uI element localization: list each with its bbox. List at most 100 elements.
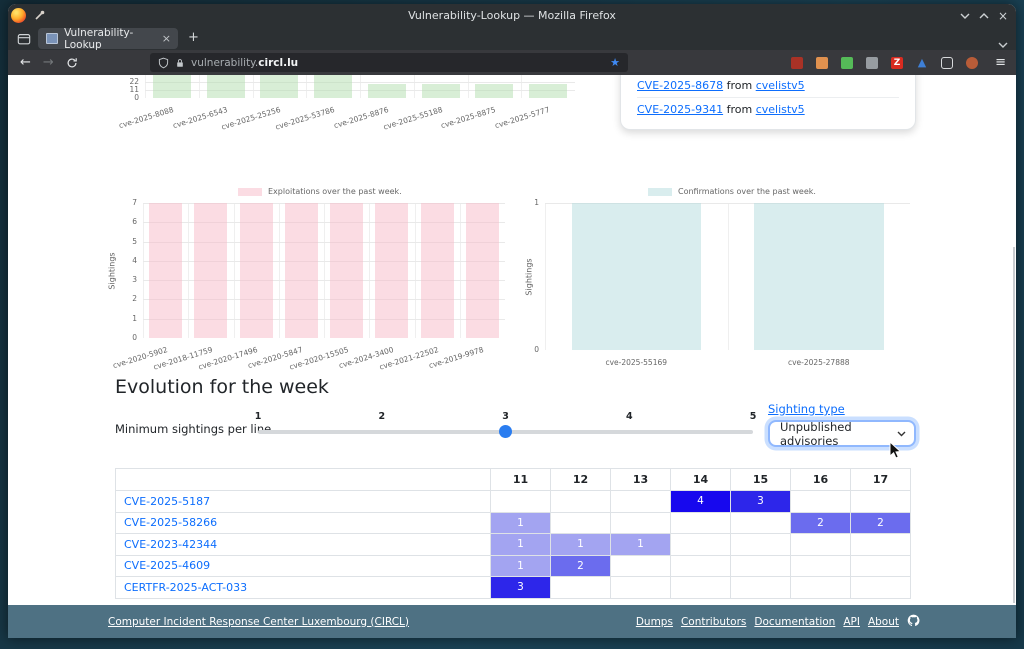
vulnerability-link[interactable]: CERTFR-2025-ACT-033 bbox=[124, 580, 248, 594]
extensions-puzzle-icon[interactable] bbox=[941, 56, 953, 69]
cve-link[interactable]: CVE-2025-8678 bbox=[637, 79, 724, 92]
tab-close-icon[interactable]: × bbox=[161, 32, 171, 45]
github-icon[interactable] bbox=[907, 612, 920, 631]
list-all-tabs-icon[interactable] bbox=[998, 34, 1008, 53]
sighting-count-cell bbox=[670, 576, 731, 599]
reload-icon[interactable] bbox=[66, 57, 78, 69]
forward-icon[interactable]: → bbox=[42, 55, 54, 70]
chevron-down-icon bbox=[897, 431, 906, 437]
tab-bar: Vulnerability-Lookup × + bbox=[8, 27, 1016, 53]
vulnerability-link[interactable]: CVE-2025-58266 bbox=[124, 516, 218, 530]
vulnerability-link[interactable]: CVE-2023-42344 bbox=[124, 537, 218, 551]
gridline bbox=[324, 203, 325, 338]
cve-link[interactable]: CVE-2025-9341 bbox=[637, 103, 724, 116]
gridline bbox=[521, 75, 523, 98]
vulnerability-link[interactable]: CVE-2025-5187 bbox=[124, 494, 211, 508]
menu-icon[interactable]: ≡ bbox=[995, 55, 1006, 70]
sighting-type-value: Unpublished advisories bbox=[780, 419, 852, 448]
back-icon[interactable]: ← bbox=[20, 55, 31, 70]
sighting-count-cell: 3 bbox=[730, 490, 791, 513]
row-label-cell: CVE-2025-4609 bbox=[115, 554, 491, 577]
connector-text: from bbox=[723, 103, 756, 116]
sighting-count-cell bbox=[670, 533, 731, 556]
confirmations-legend-label: Confirmations over the past week. bbox=[678, 187, 816, 196]
exploitations-chart bbox=[143, 203, 505, 338]
lock-icon[interactable] bbox=[175, 57, 185, 69]
sighting-count-cell bbox=[550, 576, 611, 599]
bar bbox=[367, 84, 406, 98]
firefox-view-icon[interactable] bbox=[17, 31, 31, 50]
footer-link[interactable]: API bbox=[843, 615, 860, 628]
gridline bbox=[727, 203, 729, 350]
y-axis-tick: 11 bbox=[129, 85, 139, 94]
tab-vulnerability-lookup[interactable]: Vulnerability-Lookup × bbox=[38, 27, 178, 51]
tracking-shield-icon[interactable] bbox=[158, 57, 169, 69]
gridline bbox=[188, 203, 190, 338]
sighting-type-link[interactable]: Sighting type bbox=[768, 402, 845, 416]
sighting-count-cell: 1 bbox=[490, 554, 551, 577]
sighting-count-cell bbox=[790, 554, 851, 577]
sightings-slider-thumb[interactable] bbox=[499, 425, 512, 438]
triangle-addon-icon[interactable]: ▲ bbox=[917, 55, 927, 69]
page-content: CVE-2025-8678 from cvelistv5 CVE-2025-934… bbox=[8, 75, 1016, 605]
day-column-header: 16 bbox=[790, 468, 851, 491]
y-axis-tick: 3 bbox=[132, 275, 137, 285]
window-titlebar[interactable]: Vulnerability-Lookup — Mozilla Firefox × bbox=[8, 4, 1016, 27]
day-column-header: 12 bbox=[550, 468, 611, 491]
table-row: CVE-2023-42344 1 1 1 bbox=[115, 533, 911, 556]
gridline bbox=[306, 75, 308, 98]
bird-addon-icon[interactable] bbox=[866, 56, 878, 69]
scrollbar[interactable] bbox=[1013, 247, 1015, 603]
source-link[interactable]: cvelistv5 bbox=[755, 103, 805, 116]
bar bbox=[420, 203, 454, 338]
sighting-type-select[interactable]: Unpublished advisories bbox=[768, 419, 916, 448]
gridline bbox=[145, 82, 575, 83]
bar bbox=[284, 203, 318, 338]
exploitations-legend-label: Exploitations over the past week. bbox=[268, 187, 402, 196]
vulnerability-link[interactable]: CVE-2025-4609 bbox=[124, 559, 211, 573]
z-addon-icon[interactable]: Z bbox=[891, 56, 903, 69]
sighting-count-cell bbox=[610, 576, 671, 599]
circl-link[interactable]: Computer Incident Response Center Luxemb… bbox=[108, 615, 410, 628]
gridline bbox=[467, 75, 469, 98]
sighting-count-cell bbox=[790, 533, 851, 556]
bar bbox=[571, 203, 702, 350]
shield-addon-icon[interactable] bbox=[791, 56, 803, 69]
row-label-cell: CERTFR-2025-ACT-033 bbox=[115, 576, 491, 599]
gridline bbox=[143, 299, 505, 301]
source-link[interactable]: cvelistv5 bbox=[755, 79, 805, 92]
connector-text: from bbox=[723, 79, 756, 92]
footer-link[interactable]: Documentation bbox=[754, 615, 836, 628]
row-label-cell: CVE-2023-42344 bbox=[115, 533, 491, 556]
day-column-header: 17 bbox=[850, 468, 911, 491]
green-addon-icon[interactable] bbox=[841, 56, 853, 69]
evolution-table: 11 12 13 14 15 16 17 CVE-2025-5187 4 3 CVE-2025-58… bbox=[115, 468, 911, 599]
tshirt-addon-icon[interactable] bbox=[816, 56, 828, 69]
gridline bbox=[143, 203, 144, 338]
day-column-header: 11 bbox=[490, 468, 551, 491]
sighting-count-cell: 1 bbox=[490, 511, 551, 534]
minimize-icon[interactable] bbox=[960, 6, 970, 25]
bar bbox=[314, 75, 353, 98]
maximize-icon[interactable] bbox=[979, 6, 989, 25]
pin-icon bbox=[34, 10, 45, 21]
y-axis-tick: 1 bbox=[132, 313, 137, 323]
sighting-count-cell bbox=[490, 490, 551, 513]
footer-link[interactable]: Dumps bbox=[635, 615, 673, 628]
slider-tick-label: 5 bbox=[749, 411, 757, 422]
bookmark-star-icon[interactable]: ★ bbox=[610, 56, 620, 69]
new-tab-button[interactable]: + bbox=[188, 30, 199, 45]
bar bbox=[152, 75, 191, 98]
footer-link[interactable]: Contributors bbox=[680, 615, 747, 628]
close-window-icon[interactable]: × bbox=[997, 8, 1008, 23]
sighting-count-cell bbox=[790, 576, 851, 599]
sighting-count-cell bbox=[550, 490, 611, 513]
sighting-count-cell bbox=[730, 576, 791, 599]
confirmations-legend-swatch bbox=[648, 188, 672, 196]
bar bbox=[330, 203, 364, 338]
bar bbox=[206, 75, 245, 98]
footer-link[interactable]: About bbox=[867, 615, 899, 628]
account-avatar-icon[interactable] bbox=[966, 56, 978, 69]
x-axis-label: cve-2025-27888 bbox=[787, 358, 850, 367]
url-bar[interactable]: vulnerability. circl.lu ★ bbox=[150, 53, 628, 72]
